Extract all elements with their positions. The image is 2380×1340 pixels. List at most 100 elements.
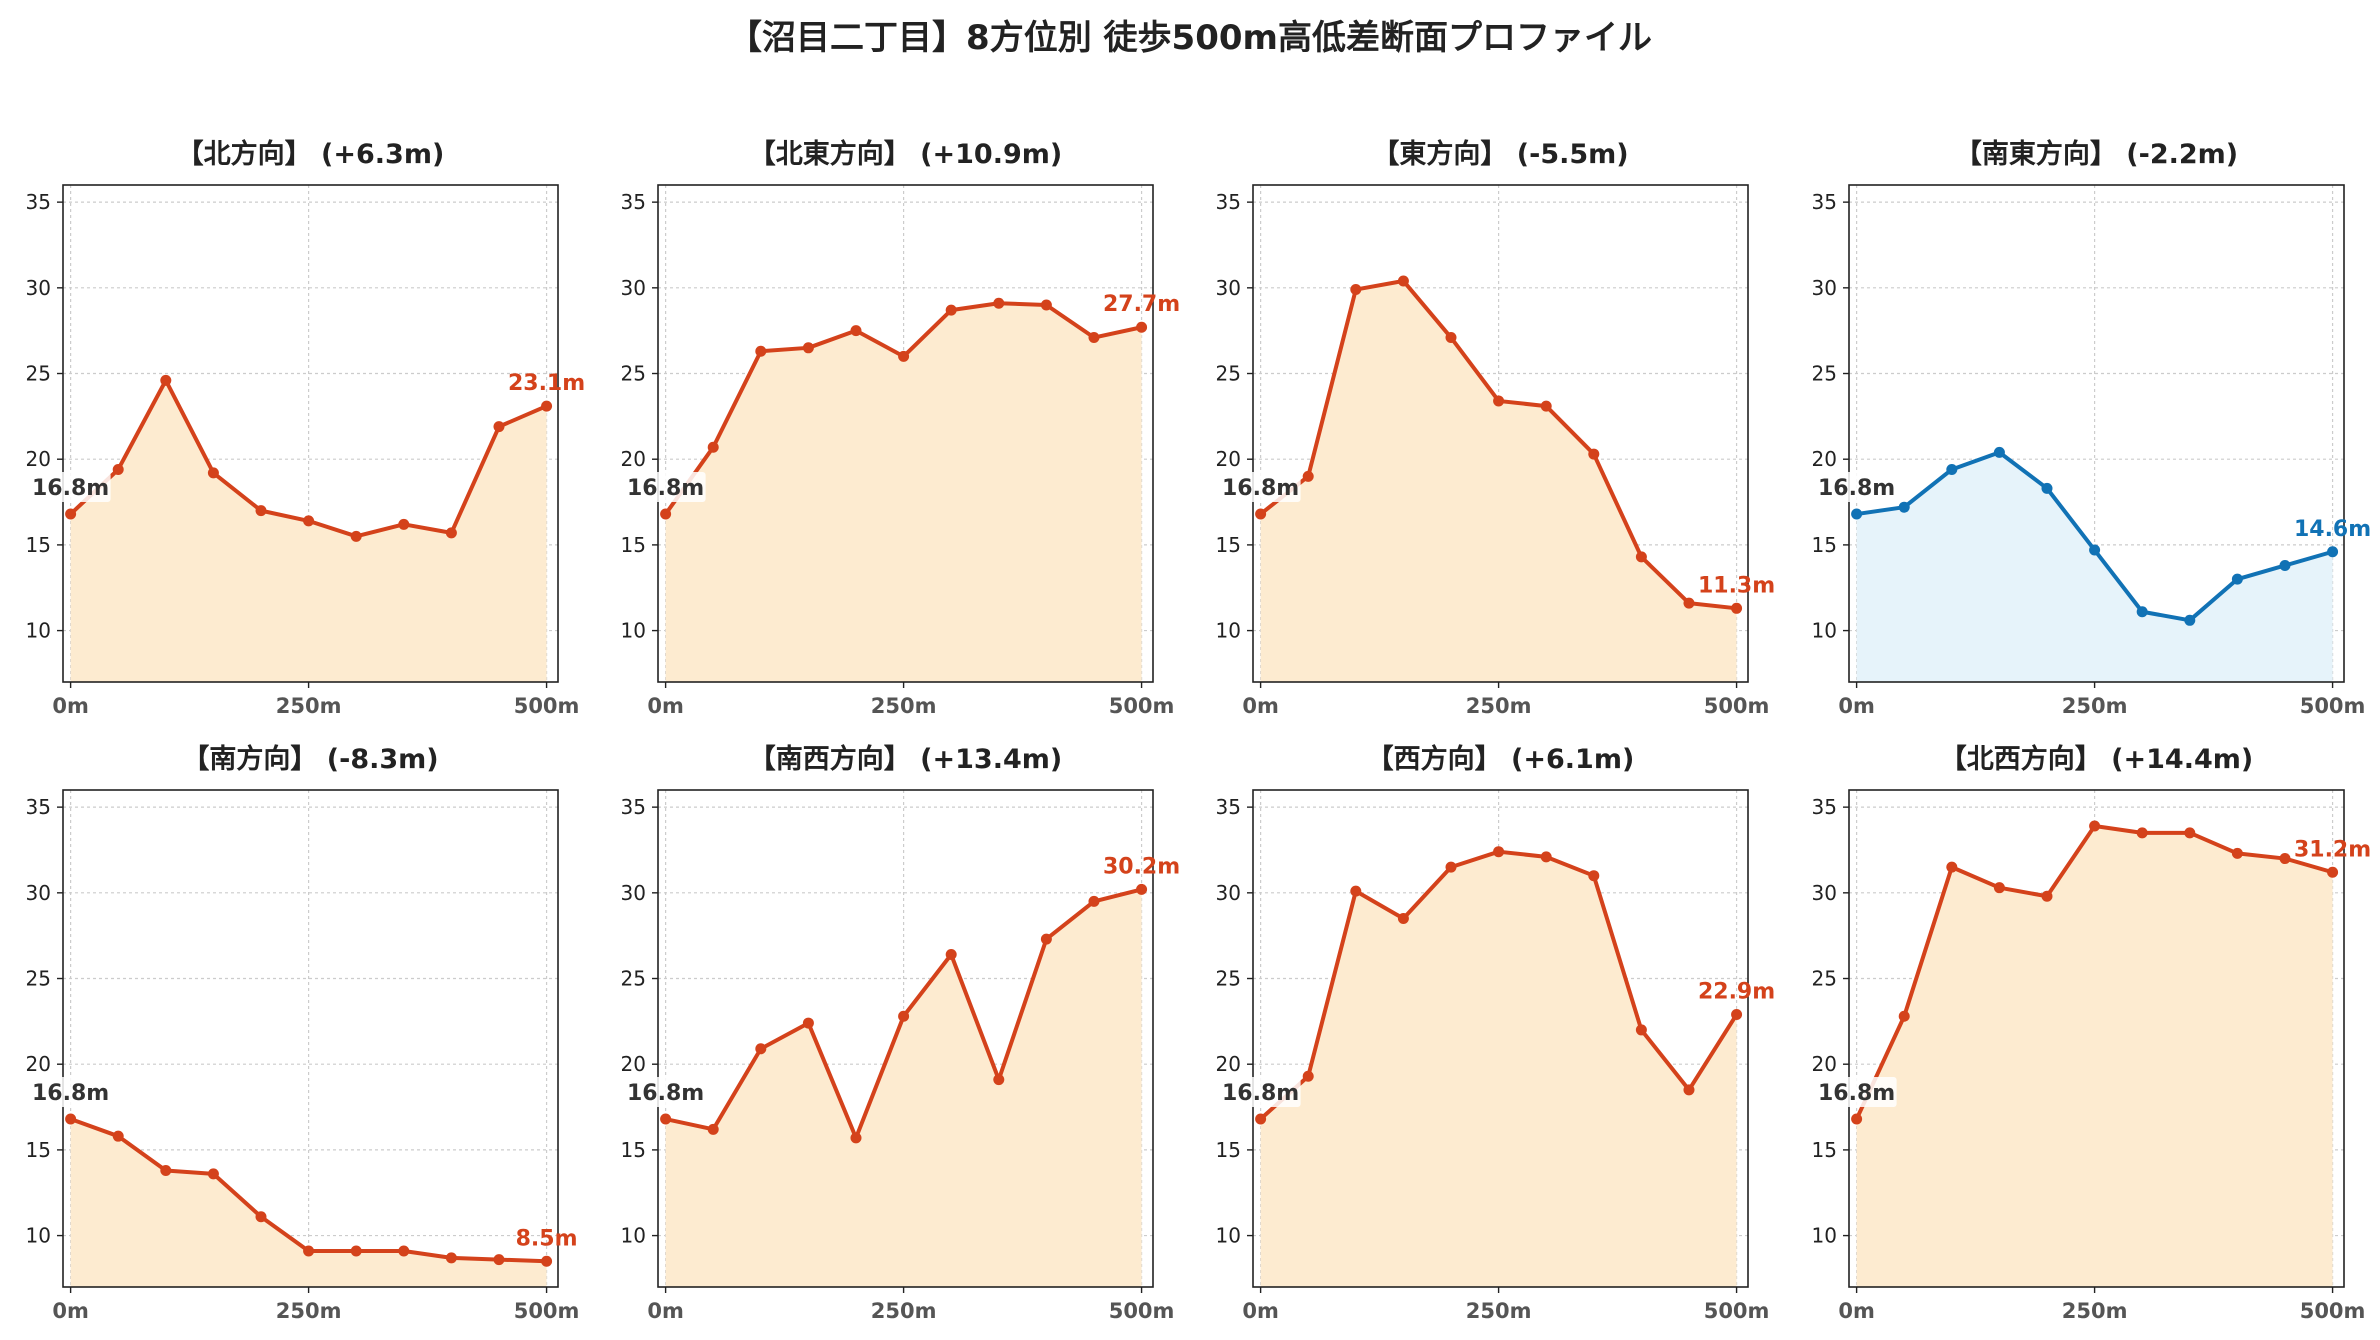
data-point <box>493 1254 505 1266</box>
start-label-box <box>625 472 706 503</box>
data-point <box>1088 332 1100 344</box>
x-tick-label: 500m <box>1109 1299 1175 1323</box>
data-point <box>398 518 410 530</box>
x-tick-label: 0m <box>1242 1299 1279 1323</box>
x-tick-label: 250m <box>276 1299 342 1323</box>
subplot-title: 【北西方向】 (+14.4m) <box>1940 743 2253 775</box>
data-point <box>2136 827 2148 839</box>
x-tick-label: 0m <box>1838 694 1875 718</box>
y-tick-label: 30 <box>1216 276 1241 300</box>
y-tick-label: 25 <box>621 362 646 386</box>
data-point <box>1946 861 1958 873</box>
data-point <box>445 527 457 539</box>
data-point <box>755 1043 767 1055</box>
y-tick-label: 35 <box>1216 190 1241 214</box>
subplot-title: 【東方向】 (-5.5m) <box>1372 138 1628 170</box>
data-point <box>945 304 957 316</box>
y-tick-label: 25 <box>621 967 646 991</box>
plot-frame <box>1252 184 1749 683</box>
data-point <box>493 421 505 433</box>
end-label: 30.2m <box>1103 854 1180 879</box>
start-label: 16.8m <box>1222 476 1299 501</box>
data-point <box>350 1245 362 1257</box>
x-tick-label: 250m <box>871 694 937 718</box>
data-point <box>207 467 219 479</box>
data-point <box>1993 882 2005 894</box>
data-point <box>1255 1113 1267 1125</box>
data-point <box>1540 400 1552 412</box>
y-tick-label: 30 <box>1812 881 1837 905</box>
x-tick-label: 250m <box>871 1299 937 1323</box>
y-tick-label: 30 <box>1812 276 1837 300</box>
y-tick-label: 30 <box>1216 881 1241 905</box>
data-point <box>802 1017 814 1029</box>
x-tick-label: 500m <box>514 1299 580 1323</box>
start-label-box <box>1816 1077 1897 1108</box>
y-tick-label: 25 <box>26 362 51 386</box>
data-point <box>65 508 77 520</box>
data-point <box>660 508 672 520</box>
x-tick-label: 250m <box>2062 694 2128 718</box>
subplot-7: 【北西方向】 (+14.4m) 10 15 20 25 30 35 0m 250m 500m 16.… <box>1812 743 2372 1323</box>
data-point <box>1302 470 1314 482</box>
x-tick-label: 500m <box>1704 1299 1770 1323</box>
figure-title: 【沼目二丁目】8方位別 徒歩500m高低差断面プロファイル <box>728 18 1652 58</box>
y-tick-label: 25 <box>26 967 51 991</box>
data-point <box>850 325 862 337</box>
y-tick-label: 15 <box>1812 533 1837 557</box>
data-point <box>1493 846 1505 858</box>
x-tick-label: 0m <box>647 694 684 718</box>
plot-frame <box>62 789 559 1288</box>
data-point <box>1588 448 1600 460</box>
y-tick-label: 30 <box>26 881 51 905</box>
plot-frame <box>1848 789 2345 1288</box>
y-tick-label: 20 <box>621 447 646 471</box>
y-tick-label: 10 <box>621 619 646 643</box>
y-tick-label: 15 <box>1812 1138 1837 1162</box>
start-label-box <box>30 1077 111 1108</box>
y-tick-label: 35 <box>26 795 51 819</box>
data-point <box>1350 284 1362 296</box>
data-point <box>1350 885 1362 897</box>
start-label: 16.8m <box>627 1081 704 1106</box>
y-tick-label: 15 <box>621 533 646 557</box>
start-label-box <box>1220 472 1301 503</box>
data-point <box>1040 299 1052 311</box>
data-point <box>1397 913 1409 925</box>
subplot-2: 【東方向】 (-5.5m) 10 15 20 25 30 35 0m 250m 500m 16.8m… <box>1216 138 1776 718</box>
data-point <box>2279 853 2291 865</box>
plot-frame <box>1252 789 1749 1288</box>
start-label-box <box>30 472 111 503</box>
x-tick-label: 250m <box>276 694 342 718</box>
start-label: 16.8m <box>1222 1081 1299 1106</box>
start-label-box <box>1816 472 1897 503</box>
end-label: 8.5m <box>516 1226 578 1251</box>
end-label: 11.3m <box>1698 573 1775 598</box>
x-tick-label: 0m <box>1242 694 1279 718</box>
subplot-title: 【南方向】 (-8.3m) <box>182 743 438 775</box>
data-point <box>707 441 719 453</box>
data-point <box>2041 482 2053 494</box>
y-tick-label: 15 <box>621 1138 646 1162</box>
data-point <box>541 1255 553 1267</box>
subplot-3: 【南東方向】 (-2.2m) 10 15 20 25 30 35 0m 250m 500m 16.8… <box>1812 138 2372 718</box>
area-fill <box>1260 280 1737 682</box>
y-tick-label: 35 <box>621 795 646 819</box>
x-tick-label: 500m <box>1704 694 1770 718</box>
subplot-title: 【南東方向】 (-2.2m) <box>1955 138 2238 170</box>
y-tick-label: 15 <box>1216 1138 1241 1162</box>
data-point <box>445 1252 457 1264</box>
y-tick-label: 25 <box>1216 967 1241 991</box>
data-point <box>1731 1009 1743 1021</box>
start-label: 16.8m <box>1818 476 1895 501</box>
area-fill <box>1856 452 2333 682</box>
data-point <box>1588 870 1600 882</box>
y-tick-label: 30 <box>621 881 646 905</box>
y-tick-label: 10 <box>621 1224 646 1248</box>
data-point <box>541 400 553 412</box>
area-fill <box>1260 851 1737 1287</box>
y-tick-label: 10 <box>1216 1224 1241 1248</box>
data-point <box>2231 573 2243 585</box>
area-fill <box>70 1119 547 1287</box>
data-point <box>1136 883 1148 895</box>
